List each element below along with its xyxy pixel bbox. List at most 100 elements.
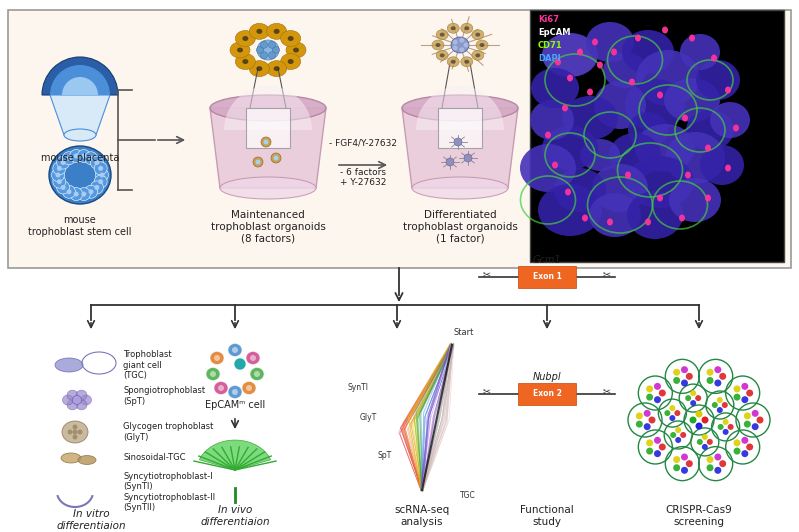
Ellipse shape xyxy=(636,421,643,428)
Ellipse shape xyxy=(530,100,574,140)
Ellipse shape xyxy=(459,38,464,43)
Ellipse shape xyxy=(589,193,641,237)
Ellipse shape xyxy=(675,437,682,443)
Ellipse shape xyxy=(665,132,725,184)
Text: Maintenanced
trophoblast organoids
(8 factors): Maintenanced trophoblast organoids (8 fa… xyxy=(211,210,325,243)
Ellipse shape xyxy=(66,189,71,194)
Ellipse shape xyxy=(725,164,731,171)
Ellipse shape xyxy=(228,386,242,398)
Ellipse shape xyxy=(61,160,66,165)
Ellipse shape xyxy=(463,43,468,47)
Ellipse shape xyxy=(673,377,680,384)
Ellipse shape xyxy=(439,32,445,37)
Text: DAPI: DAPI xyxy=(538,54,561,63)
Ellipse shape xyxy=(57,156,70,169)
Ellipse shape xyxy=(646,385,653,393)
Ellipse shape xyxy=(57,181,70,194)
Ellipse shape xyxy=(78,188,90,201)
Ellipse shape xyxy=(249,61,269,77)
Ellipse shape xyxy=(453,39,458,45)
Ellipse shape xyxy=(464,60,469,64)
Text: Glycogen trophoblast
(GlyT): Glycogen trophoblast (GlyT) xyxy=(123,422,213,442)
Ellipse shape xyxy=(435,43,440,47)
Ellipse shape xyxy=(580,139,620,171)
Text: SpT: SpT xyxy=(378,451,392,460)
Wedge shape xyxy=(416,86,504,130)
Ellipse shape xyxy=(722,419,729,425)
Ellipse shape xyxy=(451,37,469,53)
Ellipse shape xyxy=(625,171,631,179)
Ellipse shape xyxy=(94,175,107,188)
Ellipse shape xyxy=(577,48,583,55)
Ellipse shape xyxy=(280,54,300,70)
Text: Spongiotrophoblast
(SpT): Spongiotrophoblast (SpT) xyxy=(123,386,205,406)
Ellipse shape xyxy=(741,383,749,390)
Ellipse shape xyxy=(659,444,666,451)
Ellipse shape xyxy=(659,389,666,396)
Ellipse shape xyxy=(257,40,279,60)
Ellipse shape xyxy=(733,394,741,401)
Ellipse shape xyxy=(679,214,685,221)
Text: Syncytiotrophoblast-I
(SynTI)
Syncytiotrophoblast-II
(SynTII): Syncytiotrophoblast-I (SynTI) Syncytiotr… xyxy=(123,472,215,512)
Ellipse shape xyxy=(626,156,694,208)
Ellipse shape xyxy=(51,169,65,181)
Text: scRNA-seq
analysis: scRNA-seq analysis xyxy=(395,505,450,527)
Text: EpCAM: EpCAM xyxy=(538,28,570,37)
Ellipse shape xyxy=(273,155,279,161)
Text: mouse placenta: mouse placenta xyxy=(41,153,119,163)
Ellipse shape xyxy=(681,366,688,373)
Ellipse shape xyxy=(234,358,246,370)
Ellipse shape xyxy=(746,444,753,451)
Polygon shape xyxy=(402,108,518,188)
Ellipse shape xyxy=(267,61,287,77)
Ellipse shape xyxy=(625,79,685,131)
Text: - FGF4/Y-27632: - FGF4/Y-27632 xyxy=(329,139,397,148)
Ellipse shape xyxy=(67,429,73,435)
Text: ✂: ✂ xyxy=(603,387,611,397)
Ellipse shape xyxy=(246,352,260,364)
Ellipse shape xyxy=(78,429,82,435)
Ellipse shape xyxy=(451,60,455,64)
Ellipse shape xyxy=(214,381,228,395)
Ellipse shape xyxy=(273,29,280,34)
Ellipse shape xyxy=(670,432,676,438)
Ellipse shape xyxy=(646,439,653,446)
Ellipse shape xyxy=(702,434,708,440)
Ellipse shape xyxy=(67,390,78,400)
Ellipse shape xyxy=(714,467,721,474)
Ellipse shape xyxy=(702,444,708,450)
Ellipse shape xyxy=(674,410,681,416)
Ellipse shape xyxy=(520,144,576,192)
Ellipse shape xyxy=(242,381,256,395)
Ellipse shape xyxy=(66,156,71,161)
Text: Nubpl: Nubpl xyxy=(533,372,562,381)
Ellipse shape xyxy=(459,47,464,52)
Text: CD71: CD71 xyxy=(538,41,562,50)
Ellipse shape xyxy=(220,177,316,199)
Ellipse shape xyxy=(242,59,248,64)
Ellipse shape xyxy=(98,166,103,171)
Text: ✂: ✂ xyxy=(483,387,491,397)
Ellipse shape xyxy=(538,184,602,236)
Ellipse shape xyxy=(402,95,518,121)
Wedge shape xyxy=(50,65,110,95)
Ellipse shape xyxy=(586,22,634,62)
Ellipse shape xyxy=(260,52,268,59)
Ellipse shape xyxy=(237,47,243,53)
Text: ✂: ✂ xyxy=(483,270,491,280)
Ellipse shape xyxy=(554,168,606,212)
Text: Ki67: Ki67 xyxy=(538,15,559,24)
Ellipse shape xyxy=(271,153,281,163)
FancyBboxPatch shape xyxy=(438,108,482,148)
Ellipse shape xyxy=(635,124,695,172)
Ellipse shape xyxy=(607,219,613,226)
Ellipse shape xyxy=(53,175,66,188)
Ellipse shape xyxy=(644,410,650,417)
Ellipse shape xyxy=(96,169,109,181)
Ellipse shape xyxy=(719,460,726,467)
Ellipse shape xyxy=(746,389,753,396)
Ellipse shape xyxy=(741,396,749,403)
Ellipse shape xyxy=(98,179,103,184)
Ellipse shape xyxy=(55,358,83,372)
Ellipse shape xyxy=(700,145,744,185)
